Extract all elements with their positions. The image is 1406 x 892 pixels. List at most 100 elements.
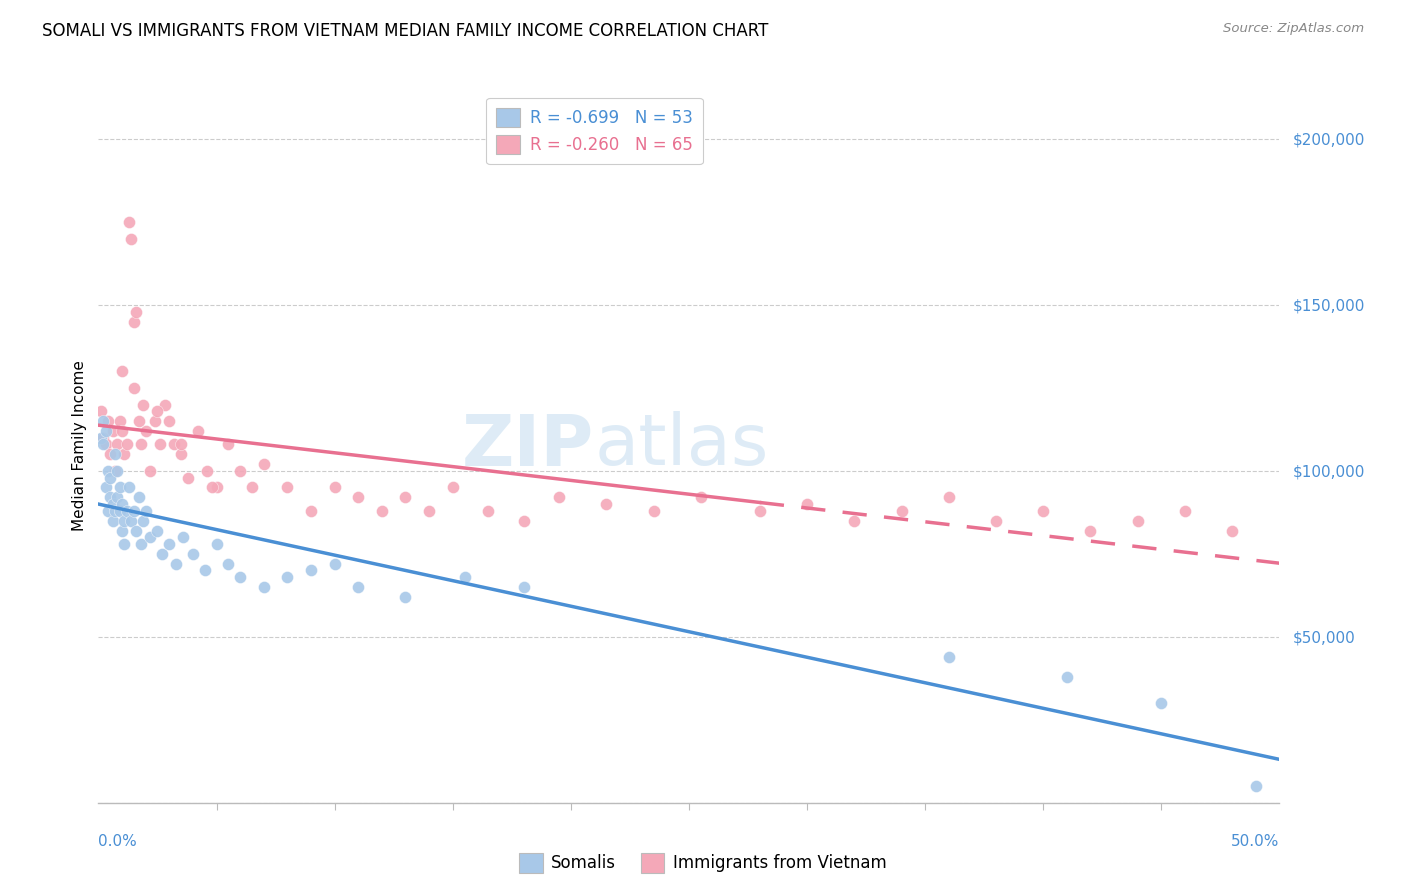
- Point: [104, 504, 127, 518]
- Point: [157, 537, 180, 551]
- Point: [453, 570, 475, 584]
- Point: [1174, 504, 1197, 518]
- Text: atlas: atlas: [595, 411, 769, 481]
- Point: [135, 424, 157, 438]
- Point: [105, 491, 128, 505]
- Text: SOMALI VS IMMIGRANTS FROM VIETNAM MEDIAN FAMILY INCOME CORRELATION CHART: SOMALI VS IMMIGRANTS FROM VIETNAM MEDIAN…: [42, 22, 769, 40]
- Point: [165, 557, 187, 571]
- Point: [122, 504, 145, 518]
- Point: [1220, 524, 1243, 538]
- Point: [844, 514, 866, 528]
- Point: [938, 649, 960, 664]
- Point: [643, 504, 665, 518]
- Point: [299, 504, 322, 518]
- Point: [1244, 779, 1267, 793]
- Point: [512, 580, 534, 594]
- Point: [150, 547, 173, 561]
- Point: [299, 564, 322, 578]
- Point: [477, 504, 499, 518]
- Point: [181, 547, 204, 561]
- Point: [98, 447, 121, 461]
- Point: [90, 431, 112, 445]
- Point: [104, 464, 127, 478]
- Point: [143, 414, 166, 428]
- Point: [177, 470, 200, 484]
- Point: [108, 481, 131, 495]
- Point: [97, 504, 120, 518]
- Point: [94, 424, 117, 438]
- Point: [111, 364, 134, 378]
- Point: [187, 424, 209, 438]
- Point: [111, 524, 134, 538]
- Point: [689, 491, 711, 505]
- Point: [170, 447, 193, 461]
- Point: [195, 464, 218, 478]
- Point: [121, 514, 143, 528]
- Point: [108, 504, 131, 518]
- Point: [394, 590, 416, 604]
- Point: [163, 437, 186, 451]
- Point: [201, 481, 224, 495]
- Text: 50.0%: 50.0%: [1232, 834, 1279, 849]
- Y-axis label: Median Family Income: Median Family Income: [72, 360, 87, 532]
- Point: [394, 491, 416, 505]
- Point: [1126, 514, 1149, 528]
- Point: [146, 404, 169, 418]
- Point: [118, 215, 141, 229]
- Point: [146, 524, 169, 538]
- Point: [111, 497, 134, 511]
- Point: [153, 397, 176, 411]
- Point: [157, 414, 180, 428]
- Point: [94, 481, 117, 495]
- Point: [128, 491, 150, 505]
- Point: [1150, 696, 1173, 710]
- Point: [253, 580, 276, 594]
- Point: [129, 537, 152, 551]
- Point: [1080, 524, 1102, 538]
- Point: [104, 447, 127, 461]
- Point: [129, 437, 152, 451]
- Point: [194, 564, 217, 578]
- Point: [101, 514, 124, 528]
- Point: [112, 447, 135, 461]
- Point: [115, 504, 138, 518]
- Point: [91, 414, 114, 428]
- Point: [97, 464, 120, 478]
- Point: [548, 491, 571, 505]
- Point: [240, 481, 263, 495]
- Point: [170, 437, 193, 451]
- Text: ZIP: ZIP: [463, 411, 595, 481]
- Point: [595, 497, 617, 511]
- Point: [90, 404, 112, 418]
- Point: [217, 557, 239, 571]
- Point: [217, 437, 239, 451]
- Point: [205, 537, 228, 551]
- Point: [121, 231, 143, 245]
- Text: Source: ZipAtlas.com: Source: ZipAtlas.com: [1223, 22, 1364, 36]
- Point: [132, 397, 155, 411]
- Point: [1032, 504, 1054, 518]
- Point: [122, 314, 145, 328]
- Point: [135, 504, 157, 518]
- Point: [125, 524, 148, 538]
- Point: [371, 504, 394, 518]
- Point: [115, 437, 138, 451]
- Point: [139, 530, 162, 544]
- Point: [108, 414, 131, 428]
- Point: [172, 530, 194, 544]
- Point: [229, 464, 252, 478]
- Text: 0.0%: 0.0%: [98, 834, 138, 849]
- Point: [118, 481, 141, 495]
- Point: [748, 504, 770, 518]
- Point: [122, 381, 145, 395]
- Point: [796, 497, 818, 511]
- Point: [347, 491, 370, 505]
- Point: [111, 424, 134, 438]
- Point: [132, 514, 155, 528]
- Point: [890, 504, 912, 518]
- Point: [112, 514, 135, 528]
- Point: [98, 491, 121, 505]
- Point: [1056, 670, 1078, 684]
- Point: [149, 437, 172, 451]
- Point: [101, 497, 124, 511]
